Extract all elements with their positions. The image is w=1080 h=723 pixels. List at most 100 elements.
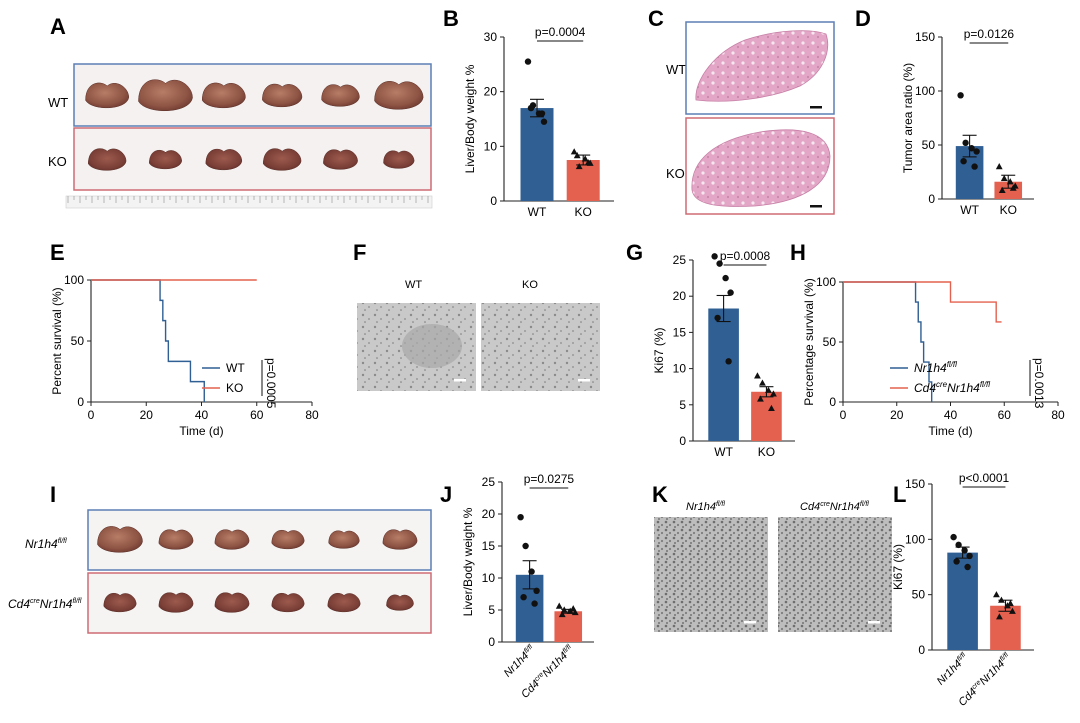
x-tick-label: 80 bbox=[1051, 408, 1065, 422]
x-tick-label-sup: fl/fl bbox=[999, 651, 1011, 663]
panel-k-col-ko-cd4: Cd4 bbox=[800, 501, 820, 513]
x-tick-label: 20 bbox=[890, 408, 904, 422]
x-tick-label: KO bbox=[758, 445, 775, 459]
y-tick-label: 0 bbox=[488, 635, 495, 649]
y-tick-label: 15 bbox=[673, 325, 687, 339]
data-point bbox=[968, 145, 975, 152]
panel-c-wt-section bbox=[695, 30, 829, 102]
data-point bbox=[1007, 599, 1014, 607]
liver-specimen bbox=[262, 83, 303, 108]
survival-line bbox=[843, 281, 1002, 323]
p-value-label: p=0.0275 bbox=[524, 472, 575, 486]
data-point bbox=[560, 606, 568, 613]
liver-specimen bbox=[158, 529, 194, 550]
liver-specimen bbox=[327, 593, 361, 613]
y-tick-label: 5 bbox=[488, 603, 495, 617]
data-point bbox=[584, 159, 592, 166]
data-point bbox=[995, 163, 1003, 170]
panel-k-wt-scalebar bbox=[744, 621, 756, 624]
panel-letter-l: L bbox=[893, 482, 906, 507]
p-value-label: p=0.0008 bbox=[720, 249, 771, 263]
y-axis-label: Percent survival (%) bbox=[50, 287, 64, 394]
data-point bbox=[581, 155, 589, 162]
data-point bbox=[571, 608, 579, 616]
x-tick-label-sup: cre bbox=[971, 679, 983, 691]
panel-letter-e: E bbox=[50, 240, 65, 265]
data-point bbox=[759, 379, 766, 386]
panel-k-col-wt-gene: Nr1h4 bbox=[686, 501, 716, 513]
legend-label: WT bbox=[226, 361, 245, 375]
chart-e: 0 50 100 0 20 40 60 80 Time (d) Percent survival … bbox=[50, 273, 319, 438]
x-tick-label: 80 bbox=[305, 408, 319, 422]
liver-specimen bbox=[88, 148, 127, 171]
bar bbox=[520, 108, 554, 201]
panel-k-ko-image bbox=[778, 517, 892, 632]
chart-d: 0 50 100 150 Tumor area ratio (%) WT KO p=0.012… bbox=[901, 27, 1034, 217]
x-tick-label: 60 bbox=[250, 408, 264, 422]
liver-specimen bbox=[97, 526, 143, 553]
y-axis-label: Liver/Body weight % bbox=[461, 507, 475, 616]
data-point bbox=[998, 186, 1006, 193]
legend-label-sup: fl/fl bbox=[980, 380, 990, 389]
data-point bbox=[1000, 174, 1008, 182]
liver-specimen bbox=[103, 593, 137, 613]
liver-specimen bbox=[382, 529, 418, 550]
x-tick-label: KO bbox=[575, 205, 592, 219]
data-point bbox=[966, 552, 973, 560]
p-value-label: p=0.0126 bbox=[964, 27, 1015, 41]
legend-label-sup: fl/fl bbox=[947, 360, 957, 369]
data-point bbox=[540, 118, 548, 125]
y-tick-label: 25 bbox=[673, 253, 687, 267]
y-tick-label: 150 bbox=[915, 30, 935, 44]
panel-k-ko-scalebar bbox=[868, 621, 880, 624]
x-tick-label-sup: fl/fl bbox=[523, 643, 535, 655]
data-point bbox=[1006, 178, 1014, 185]
data-point bbox=[973, 148, 980, 155]
panel-letter-c: C bbox=[648, 6, 664, 31]
y-tick-label: 5 bbox=[679, 398, 686, 412]
panel-k-col-ko-sup: fl/fl bbox=[860, 501, 869, 508]
liver-specimen bbox=[383, 150, 415, 169]
data-point bbox=[555, 602, 563, 609]
y-tick-label: 0 bbox=[77, 395, 84, 409]
panel-a-ruler-ticks bbox=[67, 196, 429, 203]
data-point bbox=[1009, 607, 1016, 614]
panel-i-row-wt-sup: fl/fl bbox=[58, 538, 67, 545]
panel-i-livers bbox=[97, 526, 418, 613]
panel-f-wt-colony bbox=[402, 324, 462, 368]
panel-k-col-wt-sup: fl/fl bbox=[716, 501, 725, 508]
panel-letter-j: J bbox=[440, 482, 452, 507]
panel-a-row-ko: KO bbox=[48, 154, 67, 169]
panel-k-col-wt: Nr1h4fl/fl bbox=[686, 501, 725, 513]
data-point bbox=[957, 92, 964, 99]
panel-letter-d: D bbox=[855, 6, 871, 31]
liver-specimen bbox=[386, 594, 414, 611]
panel-a-row-wt: WT bbox=[48, 95, 68, 110]
panel-i-row-ko-cd4: Cd4 bbox=[8, 597, 30, 611]
y-tick-label: 50 bbox=[912, 588, 926, 602]
legend-label: Cd4creNr1h4fl/fl bbox=[914, 380, 990, 395]
liver-specimen bbox=[205, 148, 243, 171]
y-tick-label: 100 bbox=[915, 84, 935, 98]
panel-c-ko-section bbox=[691, 129, 831, 207]
data-point bbox=[711, 253, 718, 260]
liver-specimen bbox=[374, 81, 424, 110]
data-point bbox=[575, 162, 583, 170]
panel-c-wt-scalebar bbox=[810, 106, 822, 109]
legend-label-part: Nr1h4 bbox=[914, 361, 947, 375]
data-point bbox=[765, 386, 772, 393]
liver-specimen bbox=[214, 529, 250, 550]
panel-a-ko-frame bbox=[73, 127, 432, 191]
x-tick-label: Cd4creNr1h4fl/fl bbox=[956, 651, 1013, 708]
data-point bbox=[955, 541, 962, 549]
data-point bbox=[727, 289, 734, 296]
y-axis-label: Percentage survival (%) bbox=[802, 278, 816, 405]
data-point bbox=[517, 514, 524, 521]
x-tick-label-sup: cre bbox=[533, 671, 545, 683]
bar bbox=[566, 160, 600, 201]
y-tick-label: 50 bbox=[922, 138, 936, 152]
data-point bbox=[528, 568, 535, 575]
p-value-label: p<0.0001 bbox=[959, 471, 1010, 485]
